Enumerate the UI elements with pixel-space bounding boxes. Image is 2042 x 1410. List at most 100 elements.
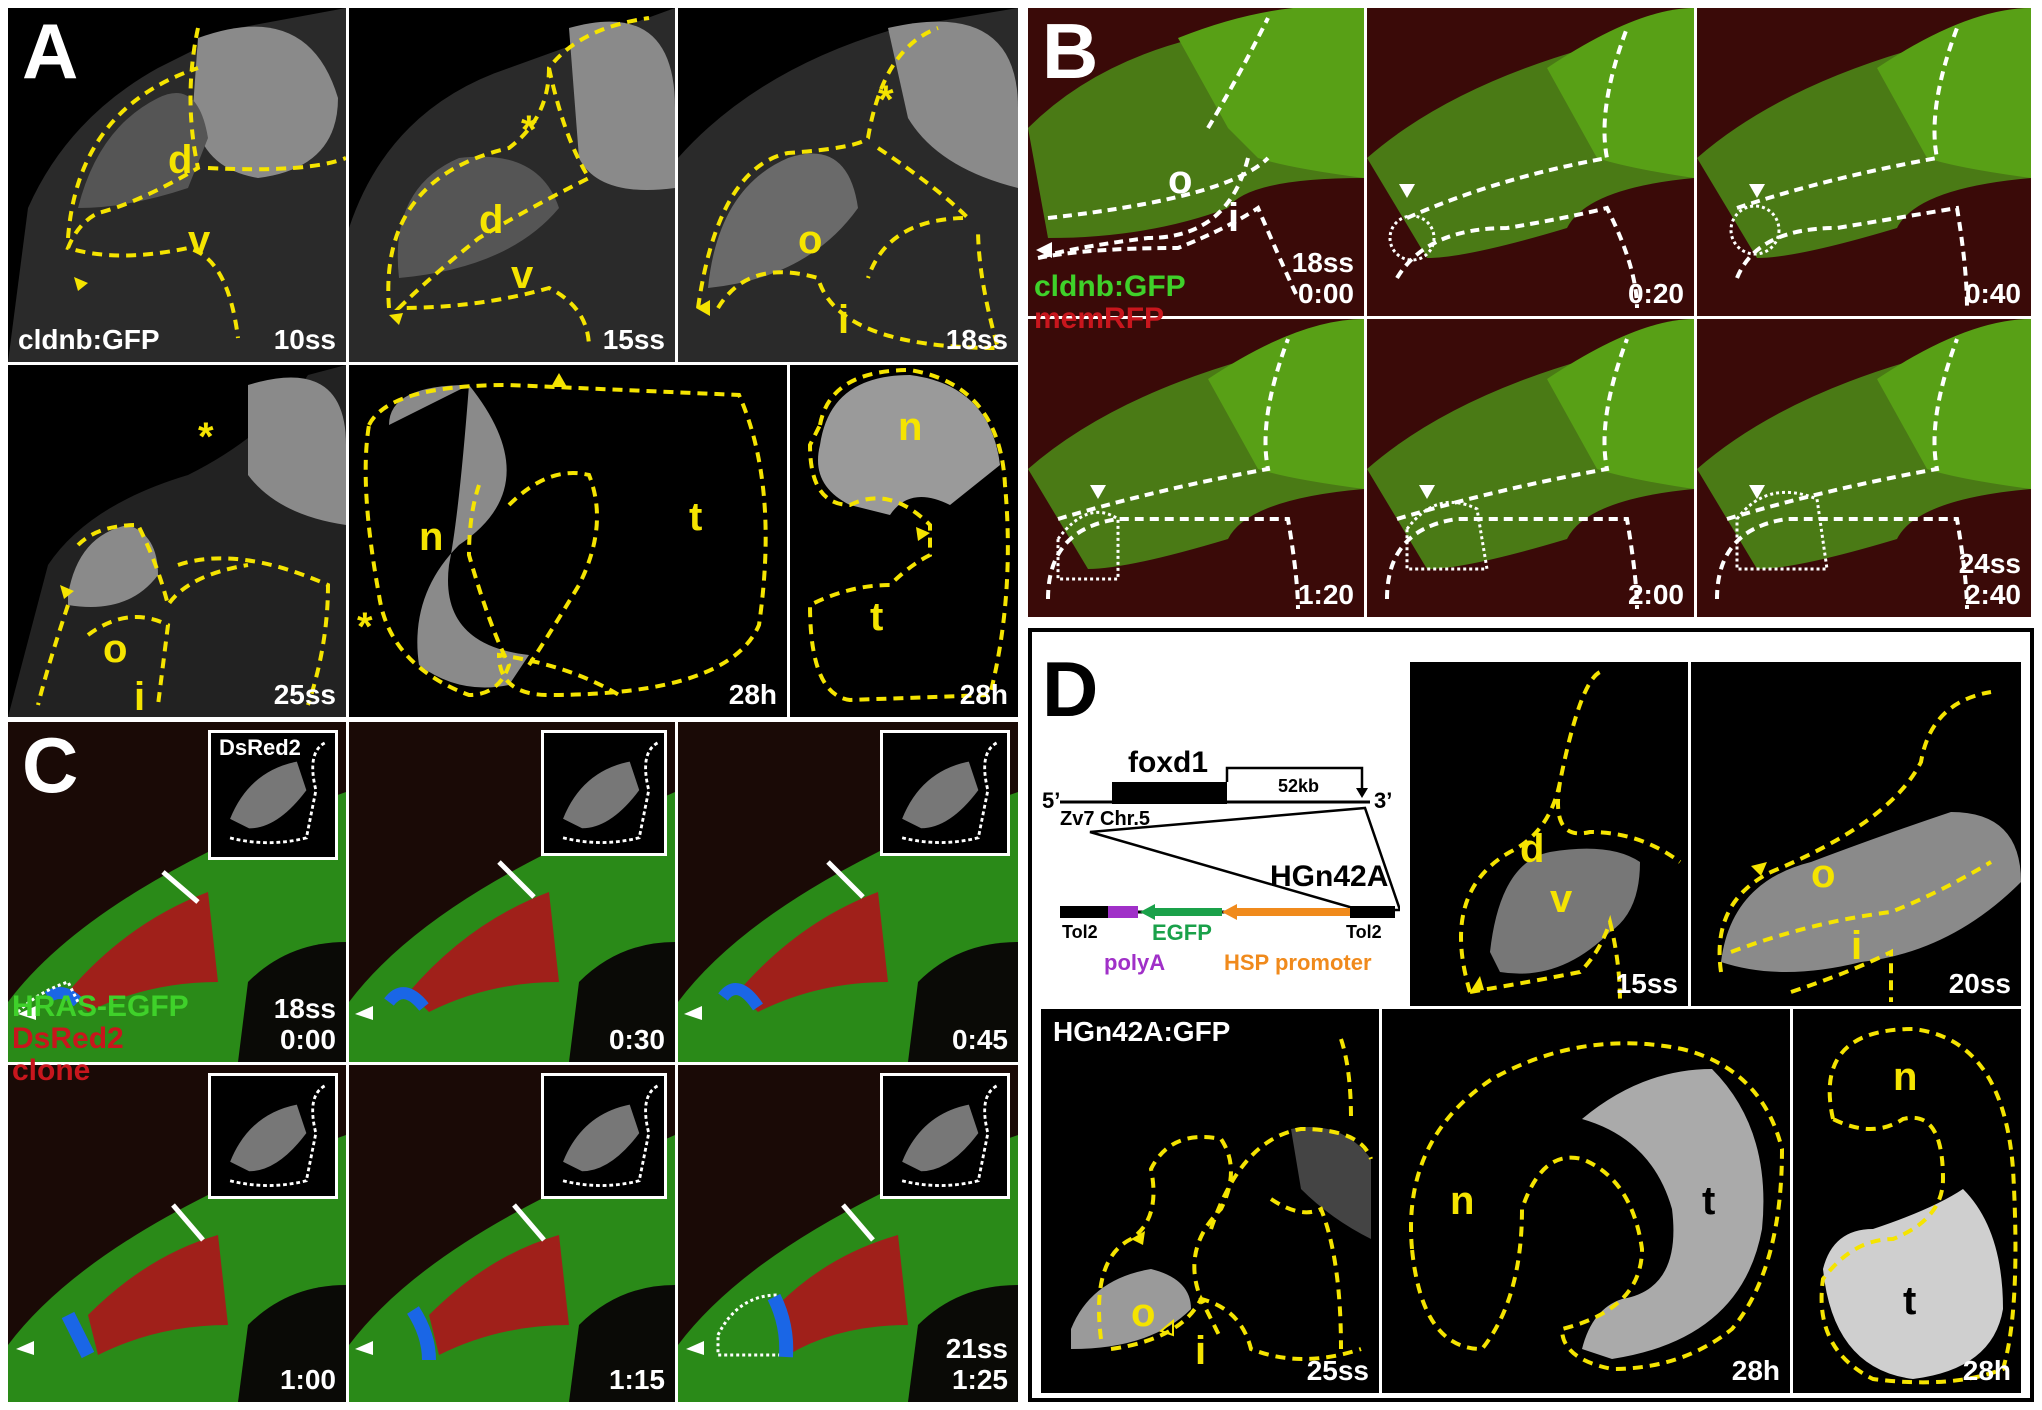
construct-label: HGn42A — [1270, 860, 1389, 893]
time-stamp: 0:20 — [1627, 278, 1684, 310]
stage-stamp: 18ss — [945, 324, 1008, 356]
region-t: t — [1903, 1279, 1917, 1323]
region-o: o — [1168, 158, 1193, 202]
stage-stamp: 15ss — [602, 324, 665, 356]
time-stamp: 2:00 — [1627, 579, 1684, 611]
time-stamp: 0:30 — [608, 1024, 665, 1056]
panel-b-0-40: 0:40 — [1697, 8, 2031, 316]
stage-stamp: 24ss 2:40 — [1958, 548, 2021, 611]
panel-d-letter: D — [1042, 645, 1099, 733]
polya-label: polyA — [1104, 950, 1166, 975]
panel-d-28h-2: n t 28h — [1793, 1009, 2021, 1393]
region-d: d — [168, 138, 193, 182]
region-star: * — [198, 415, 214, 459]
panel-c-0-30: 0:30 — [349, 722, 675, 1062]
region-t: t — [1702, 1179, 1716, 1223]
stage-stamp: 25ss — [273, 679, 336, 711]
region-d: d — [1520, 827, 1545, 871]
marker-label: HGn42A:GFP — [1053, 1016, 1231, 1047]
gene-label: foxd1 — [1128, 746, 1209, 779]
tol2-left-label: Tol2 — [1062, 922, 1098, 942]
time-stamp: 0:45 — [951, 1024, 1008, 1056]
dsred2-inset — [880, 1073, 1010, 1199]
region-star: * — [521, 108, 537, 152]
region-star: * — [878, 78, 894, 122]
stage-stamp: 28h — [1731, 1355, 1780, 1387]
panel-b-2-00: 2:00 — [1367, 319, 1694, 617]
region-i: i — [1195, 1329, 1207, 1373]
panel-c-1-25: 21ss 1:25 — [678, 1065, 1018, 1402]
dsred2-inset — [880, 730, 1010, 856]
region-i: i — [1851, 924, 1863, 968]
panel-c-1-00: 1:00 — [8, 1065, 346, 1402]
marker-red-label: memRFP — [1034, 302, 1165, 335]
region-t: t — [689, 495, 703, 539]
panel-a-15ss: * d v 15ss — [349, 8, 675, 362]
panel-b-1-20: 1:20 — [1028, 319, 1364, 617]
panel-c-0-00: DsRed2 C 18ss 0:00 — [8, 722, 346, 1062]
marker-green-label: cldnb:GFP — [1034, 270, 1186, 303]
dsred2-inset — [541, 730, 667, 856]
distance-label: 52kb — [1278, 776, 1320, 796]
panel-a-10ss: A d v 10ss cldnb:GFP — [8, 8, 346, 362]
three-prime-label: 3’ — [1374, 788, 1393, 813]
marker-red-label-2: clone — [12, 1054, 91, 1087]
panel-d-15ss: d v 15ss — [1410, 662, 1688, 1006]
stage-stamp: 25ss — [1306, 1355, 1369, 1387]
egfp-label: EGFP — [1152, 920, 1212, 945]
panel-c-0-45: 0:45 — [678, 722, 1018, 1062]
region-v: v — [188, 218, 211, 262]
panel-a-letter: A — [22, 8, 79, 95]
stage-stamp: 28h — [1962, 1355, 2011, 1387]
panel-c-1-15: 1:15 — [349, 1065, 675, 1402]
promoter-label: HSP promoter — [1224, 950, 1372, 975]
panel-b-0-00: B o i 18ss 0:00 — [1028, 8, 1364, 316]
region-i: i — [838, 298, 850, 342]
region-o: o — [798, 218, 823, 262]
marker-red-label-1: DsRed2 — [12, 1022, 124, 1055]
region-n: n — [898, 405, 923, 449]
construct-diagram: foxd1 52kb 5’ 3’ Zv7 Chr.5 HGn42A Tol2 E… — [1040, 740, 1400, 990]
time-stamp: 1:00 — [279, 1364, 336, 1396]
tol2-right-label: Tol2 — [1346, 922, 1382, 942]
region-i: i — [1228, 196, 1240, 240]
panel-b-0-20: 0:20 — [1367, 8, 1694, 316]
region-v: v — [1550, 877, 1573, 921]
stage-stamp: 21ss 1:25 — [945, 1333, 1008, 1396]
region-star: * — [357, 605, 373, 649]
panel-a-28h-1: * n t 28h — [349, 365, 787, 717]
panel-d-20ss: o i 20ss — [1691, 662, 2021, 1006]
panel-a-25ss: * o i 25ss — [8, 365, 346, 717]
panel-d-28h-1: n t 28h — [1382, 1009, 1790, 1393]
stage-stamp: 18ss 0:00 — [1291, 247, 1354, 310]
panel-d-25ss: HGn42A:GFP o i 25ss — [1041, 1009, 1379, 1393]
region-o: o — [1811, 852, 1836, 896]
region-d: d — [479, 198, 504, 242]
marker-green-label: HRAS-EGFP — [12, 990, 189, 1023]
five-prime-label: 5’ — [1042, 788, 1061, 813]
time-stamp: 1:20 — [1297, 579, 1354, 611]
region-v: v — [511, 253, 534, 297]
panel-c-letter: C — [22, 722, 79, 809]
stage-stamp: 10ss — [273, 324, 336, 356]
panel-a-28h-2: n t 28h — [790, 365, 1018, 717]
marker-label: cldnb:GFP — [18, 324, 160, 356]
dsred2-inset — [541, 1073, 667, 1199]
region-o: o — [1131, 1291, 1156, 1335]
stage-stamp: 28h — [959, 679, 1008, 711]
chromosome-label: Zv7 Chr.5 — [1060, 808, 1151, 830]
region-o: o — [103, 627, 128, 671]
region-t: t — [870, 595, 884, 639]
region-n: n — [1450, 1179, 1475, 1223]
panel-d-frame — [1028, 628, 2034, 1402]
time-stamp: 1:15 — [608, 1364, 665, 1396]
region-n: n — [419, 515, 444, 559]
panel-a-18ss: * o i 18ss — [678, 8, 1018, 362]
panel-b-letter: B — [1042, 8, 1099, 95]
stage-stamp: 28h — [728, 679, 777, 711]
stage-stamp: 20ss — [1948, 968, 2011, 1000]
stage-stamp: 15ss — [1615, 968, 1678, 1000]
stage-stamp: 18ss 0:00 — [273, 993, 336, 1056]
time-stamp: 0:40 — [1964, 278, 2021, 310]
panel-b-2-40: 24ss 2:40 — [1697, 319, 2031, 617]
